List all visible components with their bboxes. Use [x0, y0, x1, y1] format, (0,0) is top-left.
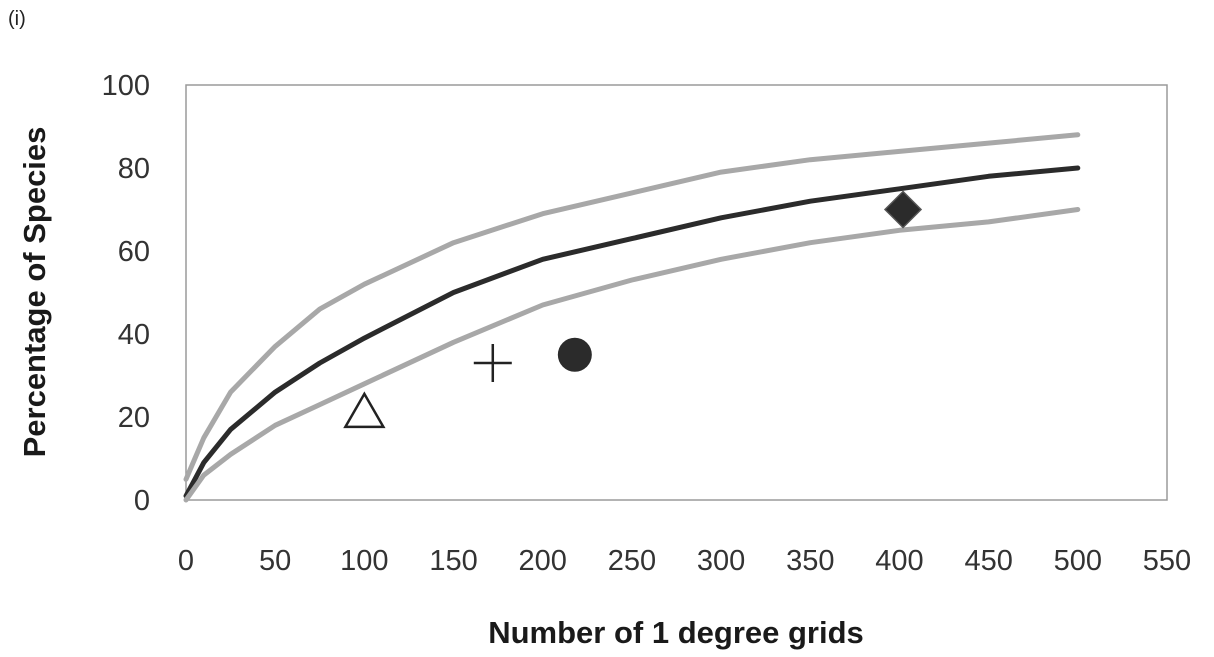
y-tick-labels: 0 20 40 60 80 100	[102, 70, 150, 517]
triangle-open-marker	[343, 391, 386, 429]
lower-bound-line	[183, 207, 1081, 503]
x-tick-label: 100	[340, 545, 388, 577]
y-axis-title: Percentage of Species	[17, 127, 52, 458]
mean-line	[183, 165, 1081, 499]
y-tick-label: 0	[134, 485, 150, 517]
x-tick-label: 450	[964, 545, 1012, 577]
points-layer	[343, 190, 923, 429]
x-axis-title: Number of 1 degree grids	[488, 615, 864, 650]
x-tick-label: 150	[429, 545, 477, 577]
x-tick-label: 300	[697, 545, 745, 577]
y-tick-label: 40	[118, 319, 150, 351]
panel-label: (i)	[8, 8, 26, 30]
diamond-filled-marker	[883, 190, 923, 229]
upper-bound-line	[183, 132, 1081, 482]
x-tick-label: 550	[1143, 545, 1191, 577]
plot-area	[185, 84, 1168, 501]
y-tick-label: 20	[118, 402, 150, 434]
series-layer	[183, 132, 1081, 503]
y-tick-label: 60	[118, 236, 150, 268]
x-tick-label: 250	[608, 545, 656, 577]
x-tick-label: 0	[178, 545, 194, 577]
x-tick-label: 50	[259, 545, 291, 577]
x-tick-label: 500	[1054, 545, 1102, 577]
y-tick-label: 100	[102, 70, 150, 102]
y-tick-label: 80	[118, 153, 150, 185]
x-tick-label: 400	[875, 545, 923, 577]
x-tick-labels: 0 50 100 150 200 250 300 350 400 450 500 550	[178, 545, 1191, 577]
plus-marker	[473, 344, 512, 383]
circle-filled-marker	[557, 337, 592, 372]
x-tick-label: 350	[786, 545, 834, 577]
x-tick-label: 200	[519, 545, 567, 577]
